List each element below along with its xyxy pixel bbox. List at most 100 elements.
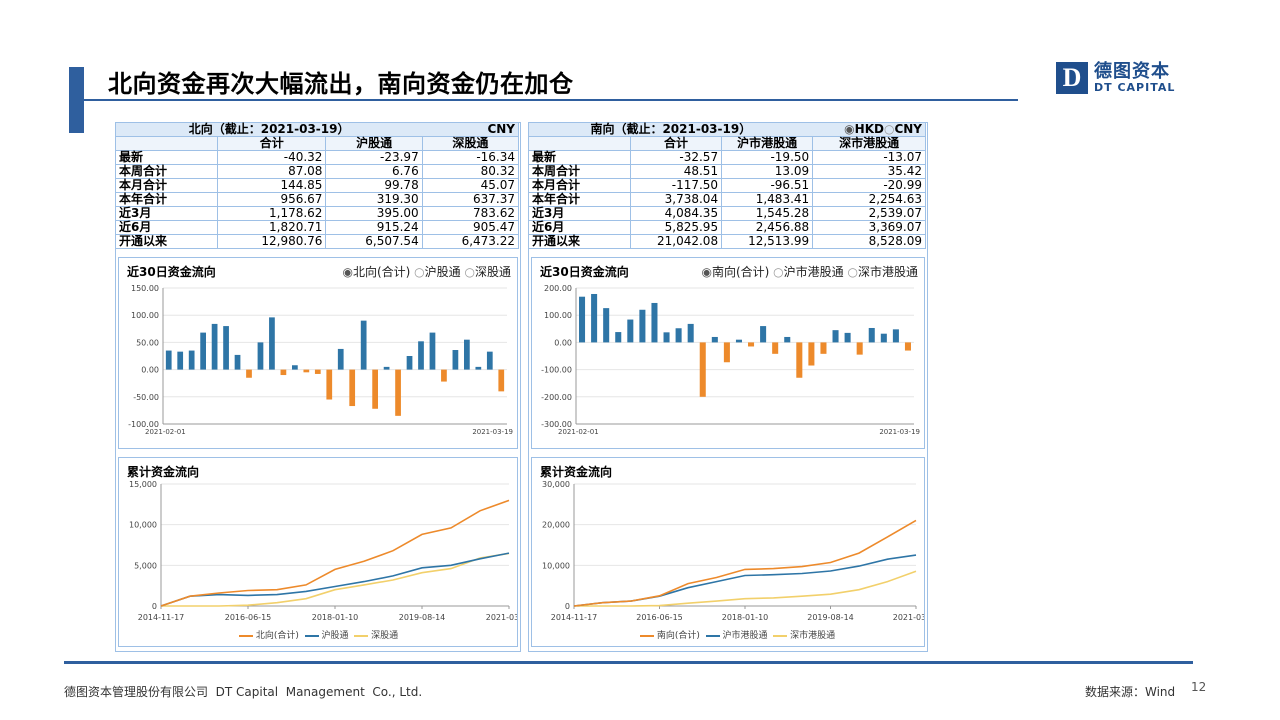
radio-icon[interactable]: ○ bbox=[773, 265, 784, 279]
table-row: 最新 -40.32 -23.97 -16.34 bbox=[115, 150, 520, 165]
legend-south-sh[interactable]: 沪市港股通 bbox=[783, 265, 844, 279]
x-tick-label: 2018-01-10 bbox=[312, 613, 359, 622]
north-cum-legend: 北向(合计) 沪股通 深股通 bbox=[239, 628, 398, 641]
bar bbox=[627, 319, 634, 343]
bar bbox=[303, 369, 310, 373]
north-table-title: 北向（截止：2021-03-19） bbox=[115, 122, 423, 137]
cell: 3,738.04 bbox=[629, 192, 723, 207]
series-line bbox=[574, 570, 917, 607]
bar bbox=[337, 348, 344, 370]
row-label: 近6月 bbox=[115, 220, 218, 235]
south-currency-toggle[interactable]: ◉HKD○CNY bbox=[812, 122, 926, 137]
bar bbox=[246, 369, 252, 378]
y-tick-label: 5,000 bbox=[134, 561, 157, 570]
bar bbox=[784, 336, 791, 343]
currency-cny[interactable]: CNY bbox=[894, 122, 922, 136]
legend-north-sh[interactable]: 沪股通 bbox=[424, 265, 461, 279]
table-row: 近3月 4,084.35 1,545.28 2,539.07 bbox=[528, 206, 926, 221]
cell: 956.67 bbox=[216, 192, 327, 207]
bar bbox=[326, 369, 333, 400]
row-label: 最新 bbox=[115, 150, 218, 165]
south-flow-title: 近30日资金流向 bbox=[540, 265, 629, 279]
legend-north-total[interactable]: 北向(合计) bbox=[352, 265, 411, 279]
table-row: 本月合计 144.85 99.78 45.07 bbox=[115, 178, 520, 193]
x-tick-label: 2021-03-17 bbox=[486, 613, 517, 622]
south-table: 南向（截止：2021-03-19） ◉HKD○CNY 合计 沪市港股通 深市港股… bbox=[527, 122, 926, 249]
radio-icon[interactable]: ○ bbox=[883, 122, 895, 136]
legend-south-total[interactable]: 南向(合计) bbox=[711, 265, 770, 279]
bar bbox=[639, 309, 646, 343]
legend-south-sz[interactable]: 深市港股通 bbox=[857, 265, 918, 279]
north-cum-chart-box: 累计资金流向 15,000 10,000 5,000 0 2014-11-17 2016-… bbox=[118, 457, 518, 647]
y-tick-label: -100.00 bbox=[128, 420, 159, 429]
cell: 6,473.22 bbox=[421, 234, 520, 249]
cell: 48.51 bbox=[629, 164, 723, 179]
south-flow-legend: ◉南向(合计) ○沪市港股通 ○深市港股通 bbox=[701, 263, 918, 280]
cell: 1,820.71 bbox=[216, 220, 327, 235]
bar bbox=[591, 293, 598, 343]
row-label: 近6月 bbox=[528, 220, 631, 235]
y-tick-label: 100.00 bbox=[131, 311, 159, 320]
bar bbox=[832, 330, 839, 343]
south-header-blank bbox=[528, 136, 631, 151]
bar bbox=[748, 342, 755, 347]
radio-selected-icon[interactable]: ◉ bbox=[342, 265, 353, 279]
bar bbox=[257, 342, 264, 370]
y-tick-label: 0 bbox=[565, 602, 570, 611]
footer-source: 数据来源：Wind bbox=[1085, 685, 1176, 699]
logo-cn-text: 德图资本 bbox=[1094, 60, 1170, 82]
bar bbox=[349, 369, 356, 407]
radio-icon[interactable]: ○ bbox=[414, 265, 425, 279]
south-panel: 南向（截止：2021-03-19） ◉HKD○CNY 合计 沪市港股通 深市港股… bbox=[527, 122, 928, 652]
row-label: 本月合计 bbox=[115, 178, 218, 193]
legend-swatch bbox=[354, 634, 369, 637]
series-line bbox=[573, 519, 917, 607]
bar bbox=[234, 354, 241, 370]
table-row: 本周合计 48.51 13.09 35.42 bbox=[528, 164, 926, 179]
south-cum-chart-box: 累计资金流向 30,000 20,000 10,000 0 2014-11-17 2016… bbox=[531, 457, 925, 647]
north-col-sz: 深股通 bbox=[421, 136, 520, 151]
currency-hkd[interactable]: HKD bbox=[854, 122, 884, 136]
radio-selected-icon[interactable]: ◉ bbox=[701, 265, 712, 279]
y-tick-label: -100.00 bbox=[541, 366, 572, 375]
bar bbox=[856, 342, 863, 355]
south-cum-legend: 南向(合计) 沪市港股通 深市港股通 bbox=[640, 628, 835, 641]
bar bbox=[880, 333, 887, 343]
x-tick-label: 2014-11-17 bbox=[551, 613, 598, 622]
cell: 6.76 bbox=[325, 164, 423, 179]
table-row: 开通以来 12,980.76 6,507.54 6,473.22 bbox=[115, 234, 520, 249]
series-line bbox=[160, 552, 510, 607]
x-tick-label: 2021-03-19 bbox=[472, 428, 513, 436]
cell: 12,980.76 bbox=[216, 234, 327, 249]
x-tick-label: 2018-01-10 bbox=[722, 613, 769, 622]
cell: 6,507.54 bbox=[325, 234, 423, 249]
x-tick-label: 2016-06-15 bbox=[225, 613, 272, 622]
bar bbox=[406, 356, 413, 370]
legend-north-sh: 沪股通 bbox=[321, 631, 349, 641]
legend-north-sz[interactable]: 深股通 bbox=[474, 265, 511, 279]
title-divider bbox=[84, 99, 1018, 101]
legend-swatch bbox=[773, 634, 788, 637]
bar bbox=[820, 342, 827, 354]
radio-selected-icon[interactable]: ◉ bbox=[844, 122, 855, 136]
cell: 1,483.41 bbox=[721, 192, 814, 207]
cell: 395.00 bbox=[325, 206, 423, 221]
table-row: 本年合计 956.67 319.30 637.37 bbox=[115, 192, 520, 207]
bar bbox=[603, 308, 610, 343]
bar bbox=[441, 369, 447, 382]
cell: -32.57 bbox=[629, 150, 723, 165]
table-row: 近6月 5,825.95 2,456.88 3,369.07 bbox=[528, 220, 926, 235]
cell: 13.09 bbox=[721, 164, 814, 179]
south-cum-chart: 30,000 20,000 10,000 0 2014-11-17 2016-06-15 2… bbox=[542, 480, 924, 622]
x-tick-label: 2021-02-01 bbox=[145, 428, 186, 436]
bar bbox=[711, 336, 718, 343]
north-cum-title: 累计资金流向 bbox=[127, 465, 200, 479]
radio-icon[interactable]: ○ bbox=[464, 265, 475, 279]
cell: 3,369.07 bbox=[812, 220, 926, 235]
legend-swatch bbox=[239, 634, 253, 637]
cell: 8,528.09 bbox=[812, 234, 926, 249]
cell: 12,513.99 bbox=[721, 234, 814, 249]
bar bbox=[868, 327, 875, 343]
radio-icon[interactable]: ○ bbox=[847, 265, 858, 279]
south-flow-chart: 200.00100.000.00-100.00-200.00-300.00202… bbox=[541, 284, 920, 436]
